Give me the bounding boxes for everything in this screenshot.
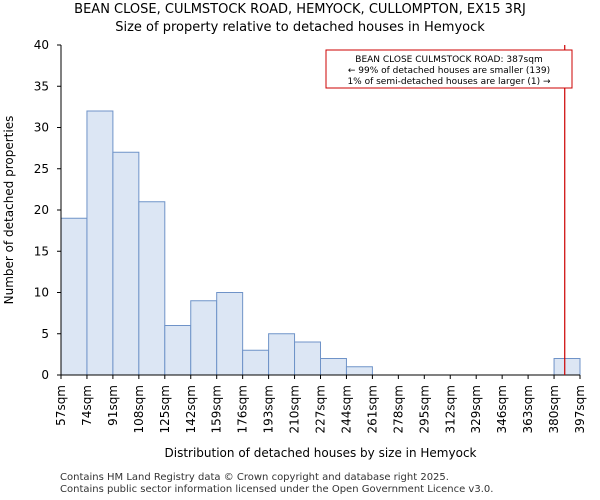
x-tick-label: 193sqm bbox=[262, 385, 276, 433]
x-tick-label: 125sqm bbox=[158, 385, 172, 433]
x-tick-label: 57sqm bbox=[54, 385, 68, 426]
histogram-bar bbox=[138, 201, 166, 376]
y-tick-label: 5 bbox=[41, 327, 49, 341]
x-tick-label: 244sqm bbox=[339, 385, 353, 433]
y-tick-label: 25 bbox=[34, 162, 49, 176]
x-tick-label: 142sqm bbox=[184, 385, 198, 433]
y-tick-label: 35 bbox=[34, 79, 49, 93]
histogram-bar bbox=[553, 358, 581, 376]
x-axis-label: Distribution of detached houses by size … bbox=[165, 446, 477, 460]
x-tick-label: 159sqm bbox=[210, 385, 224, 433]
x-tick-label: 363sqm bbox=[521, 385, 535, 433]
annotation-line-2: ← 99% of detached houses are smaller (13… bbox=[348, 66, 550, 76]
y-tick-label: 20 bbox=[34, 203, 49, 217]
histogram-bar bbox=[164, 325, 192, 376]
histogram-bar bbox=[320, 358, 347, 376]
histogram-bar bbox=[112, 151, 140, 376]
chart-title: BEAN CLOSE, CULMSTOCK ROAD, HEMYOCK, CUL… bbox=[74, 2, 526, 17]
x-tick-label: 346sqm bbox=[495, 385, 509, 433]
x-tick-label: 91sqm bbox=[106, 385, 120, 426]
x-tick-label: 261sqm bbox=[365, 385, 379, 433]
y-tick-label: 0 bbox=[41, 368, 49, 382]
histogram-bar bbox=[268, 333, 296, 376]
chart-subtitle: Size of property relative to detached ho… bbox=[115, 20, 485, 35]
histogram-bar bbox=[190, 300, 218, 376]
annotation-box bbox=[325, 49, 573, 89]
x-tick-label: 278sqm bbox=[391, 385, 405, 433]
histogram-bar bbox=[216, 292, 244, 376]
histogram-bar bbox=[345, 366, 373, 376]
y-tick-label: 10 bbox=[34, 286, 49, 300]
histogram-chart: 0 5 10 15 20 25 30 35 40 57sqm 74sqm 91sqm 108sqm 125… bbox=[2, 38, 587, 460]
x-tick-label: 176sqm bbox=[236, 385, 250, 433]
x-tick-label: 380sqm bbox=[547, 385, 561, 433]
footer-line-2: Contains public sector information licen… bbox=[60, 484, 494, 495]
y-tick-label: 40 bbox=[34, 38, 49, 52]
annotation-line-1: BEAN CLOSE CULMSTOCK ROAD: 387sqm bbox=[355, 55, 542, 65]
y-axis-label: Number of detached properties bbox=[2, 116, 16, 305]
x-tick-label: 397sqm bbox=[573, 385, 587, 433]
x-tick-label: 312sqm bbox=[443, 385, 457, 433]
annotation-line-3: 1% of semi-detached houses are larger (1… bbox=[347, 77, 551, 87]
x-tick-label: 329sqm bbox=[469, 385, 483, 433]
histogram-bar bbox=[60, 217, 88, 376]
histogram-bar bbox=[86, 110, 114, 376]
y-tick-label: 15 bbox=[34, 244, 49, 258]
x-tick-label: 227sqm bbox=[314, 385, 328, 433]
footer-line-1: Contains HM Land Registry data © Crown c… bbox=[60, 472, 449, 483]
histogram-bar bbox=[242, 349, 270, 376]
x-tick-label: 295sqm bbox=[417, 385, 431, 433]
x-tick-label: 108sqm bbox=[132, 385, 146, 433]
x-tick-label: 74sqm bbox=[80, 385, 94, 426]
y-tick-label: 30 bbox=[34, 121, 49, 135]
x-tick-label: 210sqm bbox=[288, 385, 302, 433]
histogram-bar bbox=[294, 341, 321, 376]
